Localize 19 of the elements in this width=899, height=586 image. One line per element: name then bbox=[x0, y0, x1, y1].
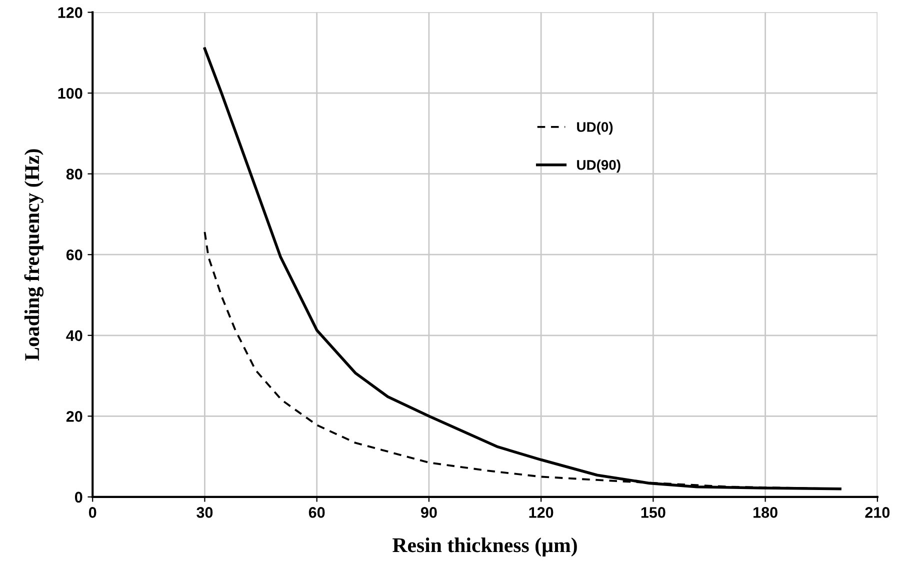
x-tick-label: 150 bbox=[641, 507, 666, 518]
x-tick-label: 60 bbox=[308, 507, 325, 518]
x-tick-label: 30 bbox=[196, 507, 213, 518]
y-tick-label: 60 bbox=[66, 249, 82, 260]
y-tick-label: 0 bbox=[74, 492, 82, 503]
y-tick-label: 20 bbox=[66, 411, 82, 422]
y-tick-label: 100 bbox=[58, 88, 82, 99]
x-axis-title: Resin thickness (µm) bbox=[392, 538, 577, 556]
legend-label: UD(0) bbox=[577, 122, 613, 135]
x-tick-label: 0 bbox=[88, 507, 96, 518]
x-tick-label: 180 bbox=[754, 507, 778, 518]
x-tick-label: 210 bbox=[865, 507, 890, 518]
y-tick-label: 120 bbox=[58, 7, 82, 18]
y-tick-label: 80 bbox=[66, 168, 82, 180]
x-tick-label: 90 bbox=[420, 507, 437, 518]
legend-label: UD(90) bbox=[577, 160, 620, 173]
x-tick-label: 120 bbox=[529, 507, 554, 518]
y-axis-title: Loading frequency (Hz) bbox=[24, 149, 44, 361]
y-tick-label: 40 bbox=[66, 330, 82, 342]
